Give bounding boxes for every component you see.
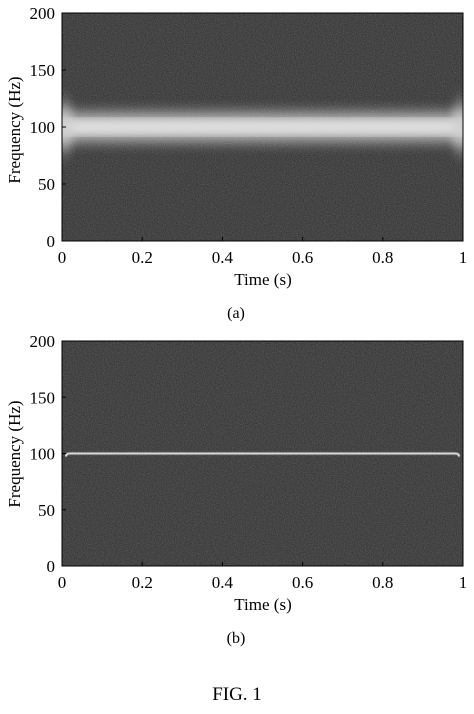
x-tick-label: 0.2 <box>132 248 153 267</box>
y-tick-label: 0 <box>47 232 56 251</box>
y-tick-label: 50 <box>38 175 55 194</box>
y-tick-label: 50 <box>38 501 55 520</box>
x-axis-label-b: Time (s) <box>234 595 291 614</box>
y-tick-label: 100 <box>30 118 56 137</box>
panel-b: 0 50 100 150 200 0 0.2 0.4 0.6 0.8 1 Frequency (H… <box>5 332 467 647</box>
x-tick-label: 0.2 <box>132 573 153 592</box>
x-tick-label: 0 <box>58 573 67 592</box>
x-ticks-a: 0 0.2 0.4 0.6 0.8 1 <box>58 237 468 267</box>
x-tick-label: 0 <box>58 248 67 267</box>
caption-a: (a) <box>227 305 245 322</box>
y-tick-label: 150 <box>30 61 56 80</box>
x-tick-label: 0.4 <box>212 573 234 592</box>
x-tick-label: 0.8 <box>372 573 393 592</box>
x-tick-label: 0.8 <box>372 248 393 267</box>
y-axis-label-a: Frequency (Hz) <box>5 76 24 183</box>
figure-label: FIG. 1 <box>212 684 262 705</box>
y-tick-label: 200 <box>30 332 56 351</box>
plot-area-a <box>61 12 464 242</box>
x-tick-label: 0.4 <box>212 248 234 267</box>
y-axis-label-b: Frequency (Hz) <box>5 400 24 507</box>
plot-area-b <box>61 340 464 567</box>
y-ticks-b: 0 50 100 150 200 <box>30 332 66 576</box>
frequency-ridge-a <box>62 105 463 149</box>
x-tick-label: 0.6 <box>292 573 313 592</box>
y-tick-label: 200 <box>30 4 56 23</box>
panel-a: 0 50 100 150 200 0 0.2 0.4 0.6 0.8 1 Frequency (H… <box>5 4 468 322</box>
caption-b: (b) <box>227 630 246 647</box>
x-tick-label: 0.6 <box>292 248 313 267</box>
frequency-ridge-b <box>65 452 460 457</box>
y-tick-label: 100 <box>30 445 56 464</box>
x-axis-label-a: Time (s) <box>234 270 291 289</box>
x-ticks-b: 0 0.2 0.4 0.6 0.8 1 <box>58 562 468 592</box>
x-tick-label: 1 <box>459 248 468 267</box>
y-ticks-a: 0 50 100 150 200 <box>30 4 66 251</box>
y-tick-label: 150 <box>30 388 56 407</box>
y-tick-label: 0 <box>47 557 56 576</box>
x-tick-label: 1 <box>459 573 468 592</box>
